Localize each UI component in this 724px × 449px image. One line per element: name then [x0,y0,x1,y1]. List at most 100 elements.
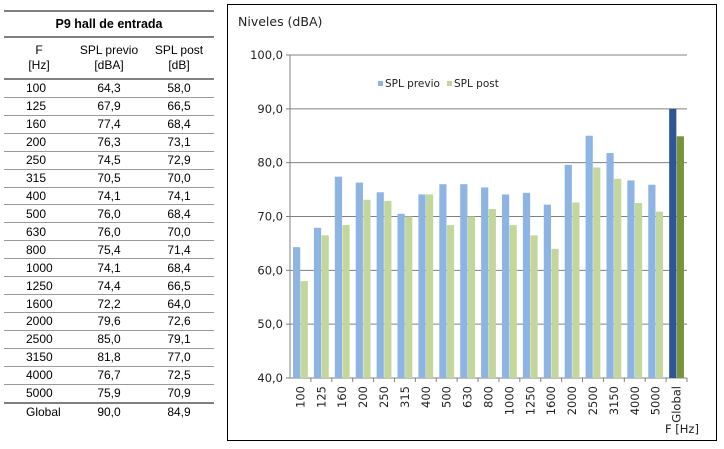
cell-frequency: 200 [4,133,74,152]
cell-spl-post: 70,0 [144,169,214,188]
header-frequency-label: F [35,43,43,57]
cell-spl-post: 66,5 [144,97,214,116]
cell-global-spl-previo: 90,0 [74,401,144,421]
bar-spl-previo [606,152,614,378]
bar-spl-post [405,216,413,378]
cell-spl-previo: 76,3 [74,133,144,152]
x-tick-label: 400 [419,386,433,408]
cell-frequency: 2500 [4,330,74,349]
cell-spl-post: 66,5 [144,276,214,296]
x-tick-label: 3150 [607,386,621,415]
bar-spl-previo [355,182,363,378]
table-row: 3150 81,8 77,0 [4,348,214,367]
x-tick-label: 2000 [565,386,579,415]
bar-spl-post [551,248,559,378]
header-spl-previo-label: SPL previo [79,43,139,57]
cell-frequency: 100 [4,79,74,98]
table-row: 125 67,9 66,5 [4,97,214,116]
spl-data-table: F [Hz] SPL previo [dBA] SPL post [dB] 10… [4,38,214,421]
cell-spl-post: 68,4 [144,258,214,278]
table-row: 100 64,3 58,0 [4,79,214,98]
table-row: 1000 74,1 68,4 [4,258,214,278]
legend-swatch [378,81,383,86]
bar-spl-post [342,225,350,378]
x-tick-label: Global [670,386,684,423]
legend-label: SPL post [454,78,499,90]
table-row: 5000 75,9 70,9 [4,384,214,404]
cell-frequency: 2000 [4,312,74,331]
bar-spl-post [426,194,434,378]
bar-spl-post [593,167,601,378]
table-header-row: F [Hz] SPL previo [dBA] SPL post [dB] [4,38,214,79]
table-row-global: Global 90,0 84,9 [4,401,214,421]
bar-spl-post [572,202,580,378]
bar-spl-previo [439,184,447,378]
cell-frequency: 1250 [4,276,74,296]
cell-frequency: 630 [4,222,74,242]
cell-frequency: 400 [4,187,74,206]
bar-spl-previo [334,176,343,378]
bar-spl-post [634,203,643,378]
cell-frequency: 800 [4,240,74,260]
cell-spl-post: 73,1 [144,133,214,152]
bar-spl-post [676,136,684,378]
cell-spl-previo: 74,1 [74,187,144,206]
x-tick-label: 100 [293,386,307,408]
bar-spl-post [321,235,329,378]
bar-spl-post [363,199,371,378]
table-row: 800 75,4 71,4 [4,240,214,260]
bar-spl-post [530,235,538,378]
y-tick-label: 80,0 [257,156,283,170]
y-tick-label: 50,0 [257,317,283,331]
table-row: 250 74,5 72,9 [4,151,214,170]
cell-spl-post: 70,9 [144,384,214,404]
table-row: 500 76,0 68,4 [4,204,214,224]
x-tick-label: 315 [398,386,412,408]
y-tick-label: 90,0 [257,102,283,116]
table-row: 160 77,4 68,4 [4,115,214,134]
bar-spl-post [488,208,496,378]
x-tick-label: 5000 [649,386,663,415]
y-axis-label: Niveles (dBA) [238,14,322,29]
cell-spl-previo: 74,4 [74,276,144,296]
cell-spl-post: 70,0 [144,222,214,242]
cell-spl-post: 58,0 [144,79,214,98]
table-row: 1600 72,2 64,0 [4,294,214,313]
bar-spl-post [300,281,308,378]
bar-spl-post [655,211,664,378]
legend-label: SPL previo [385,78,440,90]
cell-frequency: 5000 [4,384,74,404]
cell-spl-previo: 81,8 [74,348,144,367]
bar-spl-post [467,216,476,378]
bar-spl-previo [522,192,531,378]
x-tick-label: 1600 [544,386,558,415]
x-tick-label: 800 [482,386,496,408]
bar-spl-previo [648,184,656,378]
cell-spl-post: 68,4 [144,115,214,134]
cell-spl-previo: 74,5 [74,151,144,170]
cell-spl-previo: 72,2 [74,294,144,313]
chart-frame: Niveles (dBA) 40,0 50,0 60,0 70,0 80,0 90,0 100… [227,4,717,441]
legend-swatch [447,81,452,86]
cell-spl-post: 79,1 [144,330,214,349]
bar-chart: Niveles (dBA) 40,0 50,0 60,0 70,0 80,0 90,0 100… [238,14,699,436]
bar-spl-previo [564,164,572,378]
header-frequency-unit: [Hz] [28,58,50,72]
bar-spl-previo [501,194,510,378]
bar-spl-post [509,225,517,378]
bar-spl-previo [627,180,635,378]
x-axis-label: F [Hz] [665,422,699,436]
table-row: 2000 79,6 72,6 [4,312,214,331]
table-row: 200 76,3 73,1 [4,133,214,152]
bar-spl-previo [543,204,551,378]
cell-spl-previo: 75,4 [74,240,144,260]
x-tick-label: 200 [356,386,370,408]
cell-spl-previo: 77,4 [74,115,144,134]
table-row: 2500 85,0 79,1 [4,330,214,349]
cell-spl-previo: 75,9 [74,384,144,404]
cell-spl-previo: 76,0 [74,222,144,242]
cell-spl-post: 64,0 [144,294,214,313]
y-tick-label: 40,0 [257,371,283,385]
cell-frequency: 4000 [4,366,74,385]
header-spl-previo: SPL previo [dBA] [74,38,144,79]
